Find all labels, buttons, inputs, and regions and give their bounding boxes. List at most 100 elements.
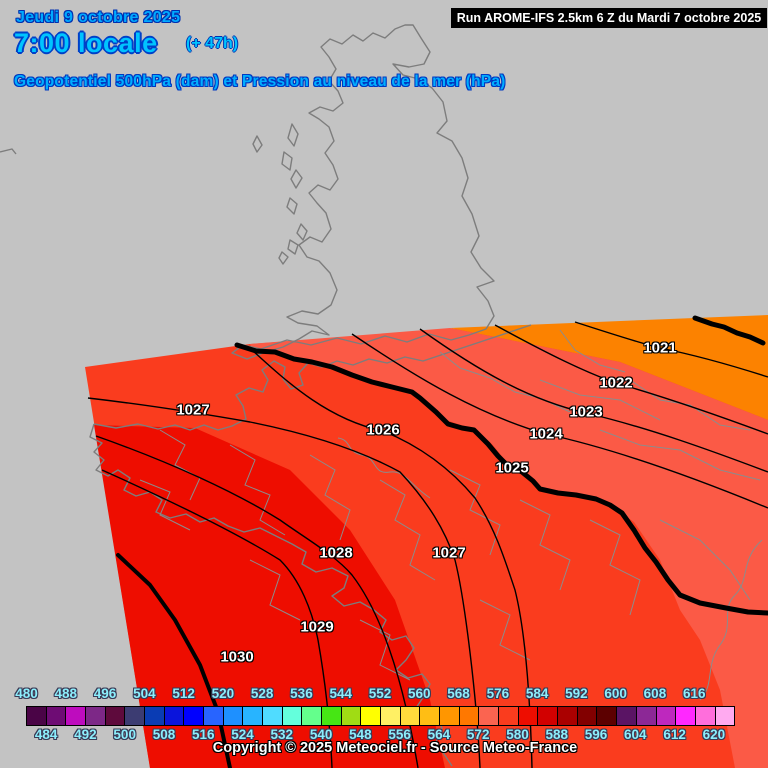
colorbar-cell-516 (203, 707, 223, 725)
colorbar-cell-544 (340, 707, 361, 725)
isobar-1024 (351, 333, 768, 509)
scale-label-548: 548 (349, 727, 372, 742)
scale-label-500: 500 (113, 727, 136, 742)
isobar-label-1021: 1021 (643, 339, 677, 357)
colorbar-cell-496 (104, 707, 125, 725)
colorbar-cell-616 (694, 707, 715, 725)
isobar-1021 (574, 321, 768, 378)
colorbar-cell-568 (458, 707, 479, 725)
colorbar-cell-588 (557, 707, 577, 725)
scale-label-524: 524 (231, 727, 254, 742)
isobar-label-1024: 1024 (529, 425, 563, 443)
forecast-date: Jeudi 9 octobre 2025 (16, 9, 181, 26)
copyright: Copyright © 2025 Meteociel.fr - Source M… (212, 740, 578, 756)
scale-label-564: 564 (427, 727, 451, 742)
isobar-label-1026: 1026 (366, 421, 400, 439)
seine-river (337, 437, 431, 499)
forecast-time: 7:00 locale (+ 47h) (14, 28, 238, 59)
colorbar-cell-576 (498, 707, 518, 725)
isobar-1023 (419, 328, 768, 473)
great-britain-coast (231, 24, 495, 360)
isobar-1027 (87, 397, 481, 768)
colorbar-cell-564 (439, 707, 459, 725)
scale-label-556: 556 (388, 727, 411, 742)
scale-label-484: 484 (34, 727, 58, 742)
colorbar-cell-612 (675, 707, 695, 725)
colorbar-cell-572 (478, 707, 499, 725)
scale-label-552: 552 (368, 686, 392, 701)
scale-label-504: 504 (133, 686, 156, 701)
scale-label-508: 508 (152, 727, 176, 742)
ireland-coast-fragment (0, 148, 17, 155)
isobar-label-1028: 1028 (319, 544, 353, 562)
colorbar-cell-552 (380, 707, 400, 725)
isobar-1020-bold (692, 315, 766, 346)
scale-label-520: 520 (211, 686, 235, 701)
isobars (87, 321, 768, 768)
scale-label-584: 584 (525, 686, 549, 701)
isobar-label-1027: 1027 (176, 401, 210, 419)
colorbar-cell-484 (45, 707, 66, 725)
colorbar-cell-600 (616, 707, 636, 725)
pressure-field (85, 315, 768, 768)
scale-label-568: 568 (447, 686, 470, 701)
scale-label-488: 488 (54, 686, 78, 701)
isobar-label-1025: 1025 (495, 459, 529, 477)
colorbar-cell-608 (655, 707, 676, 725)
isobar-label-1023: 1023 (569, 403, 603, 421)
isobar-1028 (95, 435, 419, 768)
scale-label-536: 536 (290, 686, 313, 701)
scale-label-532: 532 (270, 727, 294, 742)
scale-label-512: 512 (172, 686, 195, 701)
colorbar-cell-548 (360, 707, 381, 725)
colorbar (26, 706, 735, 726)
colorbar-cell-532 (281, 707, 302, 725)
colorbar-cell-492 (85, 707, 105, 725)
scale-label-608: 608 (643, 686, 667, 701)
run-info-box: Run AROME-IFS 2.5km 6 Z du Mardi 7 octob… (451, 8, 767, 28)
scale-label-596: 596 (584, 727, 608, 742)
colorbar-cell-512 (183, 707, 204, 725)
scale-label-496: 496 (93, 686, 117, 701)
scale-label-604: 604 (624, 727, 647, 742)
scale-label-588: 588 (545, 727, 569, 742)
scale-label-528: 528 (250, 686, 274, 701)
scale-label-592: 592 (565, 686, 588, 701)
colorbar-cell-500 (124, 707, 145, 725)
isobar-1022 (494, 324, 768, 435)
scale-label-544: 544 (329, 686, 352, 701)
isobar-1026 (251, 349, 533, 768)
colorbar-cell-596 (596, 707, 617, 725)
colorbar-cell-556 (399, 707, 420, 725)
isobar-1029 (101, 469, 333, 768)
colorbar-cell-524 (242, 707, 263, 725)
colorbar-cell-536 (301, 707, 322, 725)
colorbar-cell-540 (321, 707, 341, 725)
scale-label-576: 576 (486, 686, 510, 701)
colorbar-cell-508 (163, 707, 184, 725)
colorbar-cell-604 (635, 707, 656, 725)
isobar-1025-bold (234, 342, 768, 616)
colorbar-cell-584 (537, 707, 558, 725)
colorbar-cell-520 (222, 707, 243, 725)
scale-label-620: 620 (702, 727, 726, 742)
map-subtitle: Geopotentiel 500hPa (dam) et Pression au… (14, 73, 506, 90)
scale-label-516: 516 (191, 727, 215, 742)
isobar-label-1022: 1022 (599, 374, 633, 392)
scale-label-580: 580 (506, 727, 529, 742)
isobar-label-1029: 1029 (300, 618, 334, 636)
isobar-label-1027: 1027 (432, 544, 466, 562)
colorbar-cell-560 (419, 707, 440, 725)
forecast-time-text: 7:00 locale (14, 28, 158, 58)
scale-label-480: 480 (15, 686, 38, 701)
scale-label-600: 600 (604, 686, 627, 701)
colorbar-cell-580 (517, 707, 538, 725)
colorbar-cell-528 (262, 707, 282, 725)
channel-north-coast (93, 324, 532, 431)
rhine-river (699, 539, 763, 701)
forecast-offset: (+ 47h) (186, 35, 239, 52)
colorbar-cell-620 (714, 707, 735, 725)
scottish-islands (252, 123, 308, 265)
